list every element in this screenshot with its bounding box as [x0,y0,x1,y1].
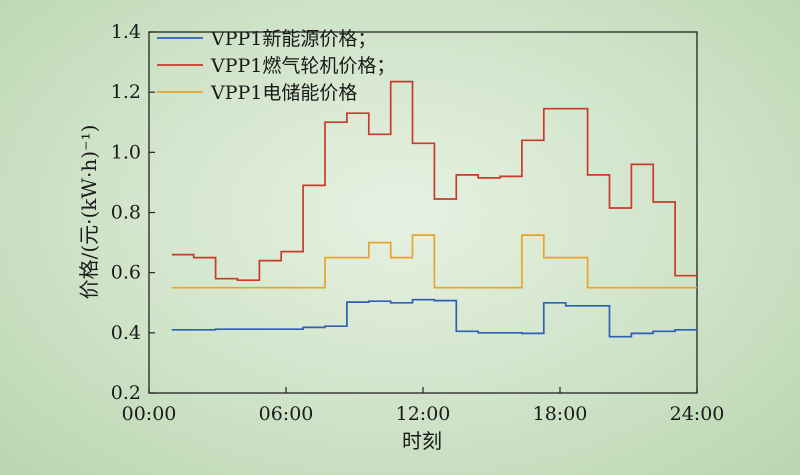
y-tick-label: 1.2 [111,81,141,103]
x-tick-label: 06:00 [259,403,314,425]
series-line-1 [171,298,697,338]
y-tick-label: 0.2 [111,382,141,404]
y-tick-label: 0.4 [111,322,141,344]
x-tick-label: 12:00 [396,403,451,425]
x-tick-label: 24:00 [670,403,725,425]
legend-label-1: VPP1新能源价格； [210,28,376,50]
series-line-3 [171,234,697,289]
y-tick-label: 1.0 [111,141,141,163]
y-axis-title: 价格/(元·(kW·h)⁻¹) [77,125,101,300]
series-line-2 [171,80,697,282]
x-axis-title: 时刻 [402,429,442,453]
y-tick-label: 1.4 [111,21,141,43]
y-tick-label: 0.8 [111,202,141,224]
x-tick-label: 00:00 [122,403,177,425]
x-tick-label: 18:00 [533,403,588,425]
series-layer [171,80,697,338]
y-tick-label: 0.6 [111,262,141,284]
legend: VPP1新能源价格； VPP1燃气轮机价格； VPP1电储能价格 [157,28,395,104]
legend-label-3: VPP1电储能价格 [210,82,357,104]
axes-layer: 0.2 0.4 0.6 0.8 1.0 1.2 1.4 00:00 06:00 12:00 18:0… [111,21,725,425]
legend-label-2: VPP1燃气轮机价格； [210,55,395,77]
